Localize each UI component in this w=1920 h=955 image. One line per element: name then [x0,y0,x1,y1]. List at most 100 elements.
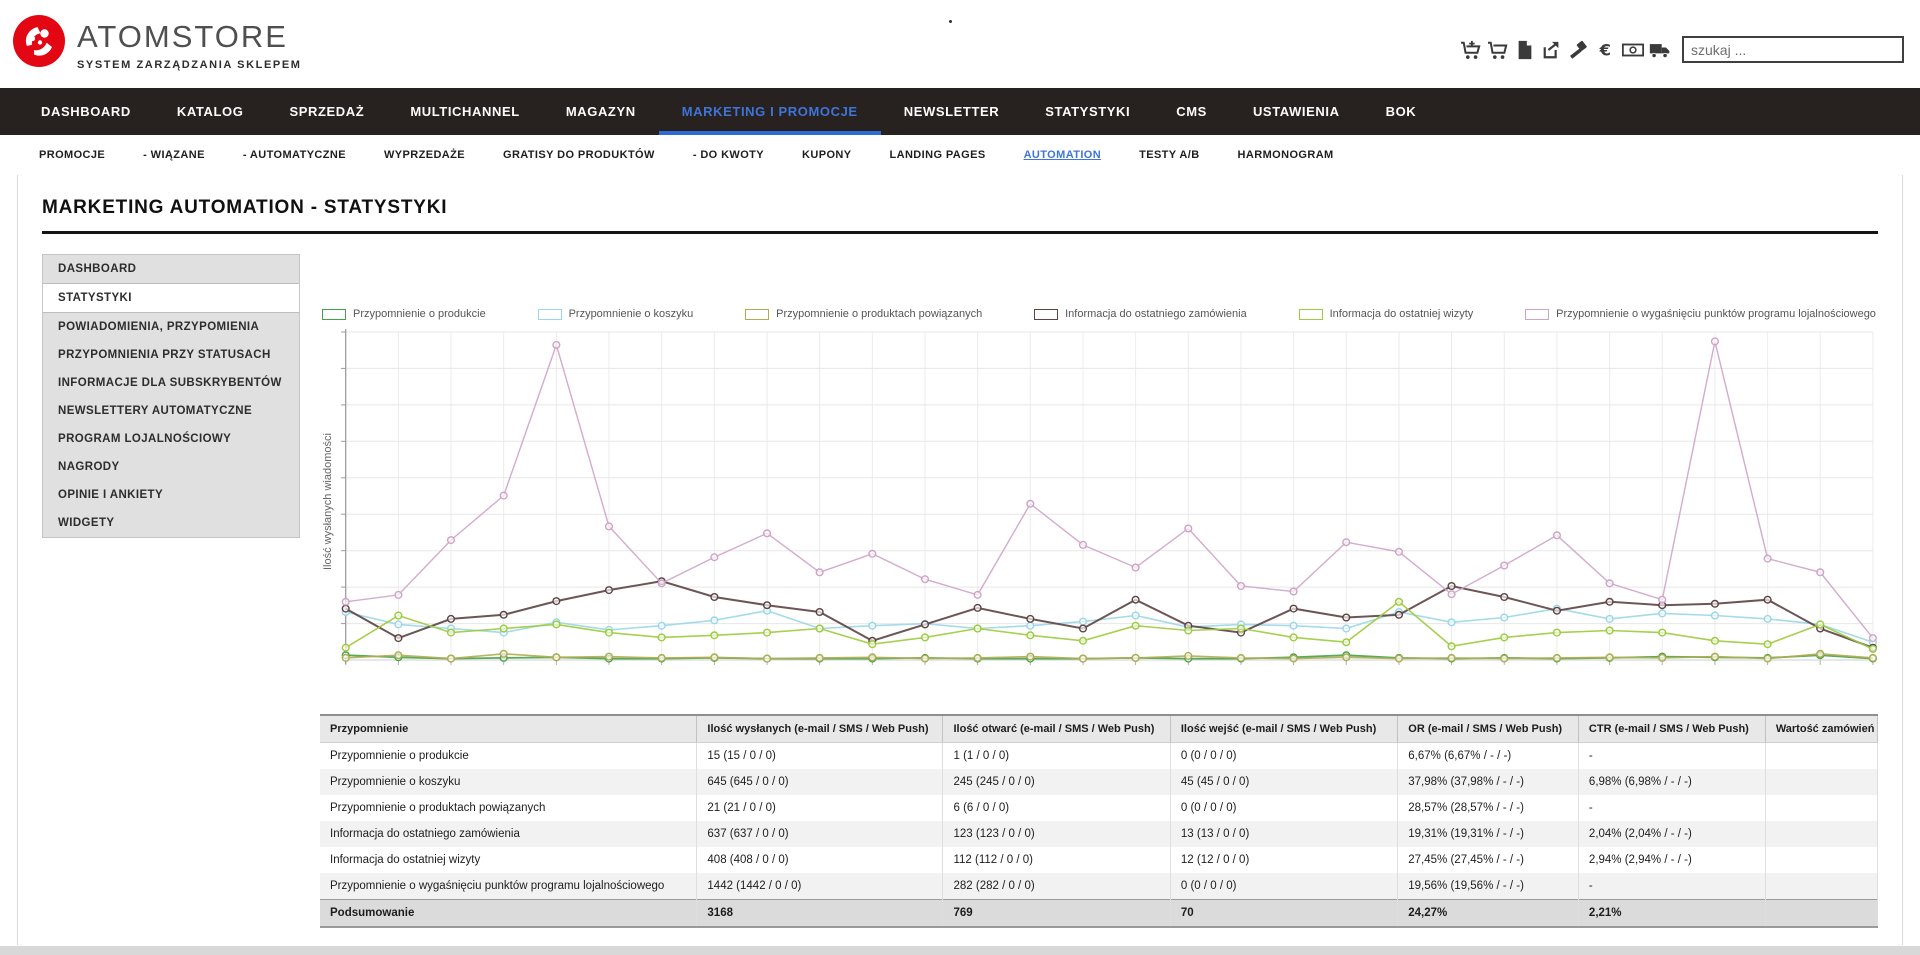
legend-label: Informacja do ostatniej wizyty [1330,308,1474,320]
legend-label: Przypomnienie o wygaśnięciu punktów prog… [1556,308,1876,320]
chart-area: Ilość wysłanych wiadomości [320,326,1878,678]
sidebar-item-newslettery-automatyczne[interactable]: NEWSLETTERY AUTOMATYCZNE [43,397,299,425]
subnav-item-promocje[interactable]: PROMOCJE [20,149,124,161]
table-row: Przypomnienie o produktach powiązanych21… [320,795,1878,821]
table-cell: 45 (45 / 0 / 0) [1170,769,1397,795]
table-cell: Przypomnienie o produkcie [320,743,697,770]
svg-text:€: € [1599,40,1611,59]
sidebar-item-dashboard[interactable]: DASHBOARD [43,255,299,283]
table-cell: 2,04% (2,04% / - / -) [1578,821,1765,847]
subnav-item-automation[interactable]: AUTOMATION [1005,149,1121,161]
table-cell: 6 (6 / 0 / 0) [943,795,1170,821]
legend-label: Przypomnienie o produkcie [353,308,486,320]
nav-item-multichannel[interactable]: MULTICHANNEL [387,88,543,135]
table-cell: 645 (645 / 0 / 0) [697,769,943,795]
table-cell: - [1578,795,1765,821]
table-row: Przypomnienie o produkcie15 (15 / 0 / 0)… [320,743,1878,770]
stats-table: PrzypomnienieIlość wysłanych (e-mail / S… [320,714,1878,928]
truck-icon[interactable] [1648,39,1672,61]
legend-item-informacja-do-ostatniej-wizyty[interactable]: Informacja do ostatniej wizyty [1299,308,1474,320]
table-cell: 37,98% (37,98% / - / -) [1398,769,1579,795]
legend-item-informacja-do-ostatniego-zam-wienia[interactable]: Informacja do ostatniego zamówienia [1034,308,1247,320]
table-cell: 2,94% (2,94% / - / -) [1578,847,1765,873]
table-cell: 70 [1170,900,1397,928]
subnav-item-wi-zane[interactable]: - WIĄZANE [124,149,224,161]
sidebar-item-informacje-dla-subskrybent-w[interactable]: INFORMACJE DLA SUBSKRYBENTÓW [43,369,299,397]
table-cell [1765,769,1877,795]
table-cell: 27,45% (27,45% / - / -) [1398,847,1579,873]
export-icon[interactable] [1540,39,1564,61]
file-icon[interactable] [1513,39,1537,61]
sidebar-item-powiadomienia-przypomienia[interactable]: POWIADOMIENIA, PRZYPOMIENIA [43,313,299,341]
stats-table-head-row: PrzypomnienieIlość wysłanych (e-mail / S… [320,715,1878,743]
nav-item-sprzeda[interactable]: SPRZEDAŻ [266,88,387,135]
subnav-item-do-kwoty[interactable]: - DO KWOTY [674,149,783,161]
header-toolbar: € [1456,36,1904,63]
main-nav: DASHBOARDKATALOGSPRZEDAŻMULTICHANNELMAGA… [0,88,1920,135]
table-row: Informacja do ostatniego zamówienia637 (… [320,821,1878,847]
subnav-item-gratisy-do-produkt-w[interactable]: GRATISY DO PRODUKTÓW [484,149,674,161]
sidebar: DASHBOARDSTATYSTYKIPOWIADOMIENIA, PRZYPO… [42,254,300,538]
subnav-item-harmonogram[interactable]: HARMONOGRAM [1219,149,1353,161]
table-cell: Przypomnienie o koszyku [320,769,697,795]
table-row: Przypomnienie o koszyku645 (645 / 0 / 0)… [320,769,1878,795]
table-cell: 12 (12 / 0 / 0) [1170,847,1397,873]
legend-swatch [1299,309,1323,320]
subnav-item-wyprzeda-e[interactable]: WYPRZEDAŻE [365,149,484,161]
cart-plus-icon[interactable] [1459,39,1483,61]
legend-item-przypomnienie-o-wyga-ni-ciu-punkt-w-programu-lojalno-ciowego[interactable]: Przypomnienie o wygaśnięciu punktów prog… [1525,308,1876,320]
table-cell: 24,27% [1398,900,1579,928]
brand-tagline: SYSTEM ZARZĄDZANIA SKLEPEM [77,59,302,71]
legend-item-przypomnienie-o-produkcie[interactable]: Przypomnienie o produkcie [322,308,486,320]
atomstore-logo[interactable]: ATOMSTORE SYSTEM ZARZĄDZANIA SKLEPEM [13,15,302,71]
table-cell: Informacja do ostatniej wizyty [320,847,697,873]
table-cell: Podsumowanie [320,900,697,928]
legend-swatch [322,309,346,320]
nav-item-cms[interactable]: CMS [1153,88,1230,135]
nav-item-magazyn[interactable]: MAGAZYN [543,88,659,135]
banknote-icon[interactable] [1621,39,1645,61]
main-panel: Przypomnienie o produkciePrzypomnienie o… [320,254,1878,928]
nav-item-ustawienia[interactable]: USTAWIENIA [1230,88,1363,135]
table-cell: 19,31% (19,31% / - / -) [1398,821,1579,847]
sidebar-item-przypomnienia-przy-statusach[interactable]: PRZYPOMNIENIA PRZY STATUSACH [43,341,299,369]
table-cell: 1442 (1442 / 0 / 0) [697,873,943,900]
legend-item-przypomnienie-o-koszyku[interactable]: Przypomnienie o koszyku [538,308,694,320]
line-chart [336,326,1878,678]
sidebar-item-statystyki[interactable]: STATYSTYKI [43,283,299,313]
table-cell: 0 (0 / 0 / 0) [1170,873,1397,900]
table-cell [1765,743,1877,770]
page-title: MARKETING AUTOMATION - STATYSTYKI [42,197,1878,219]
column-header-ilo-wys-anych-e-mail-sms-web-push: Ilość wysłanych (e-mail / SMS / Web Push… [697,715,943,743]
legend-swatch [1525,309,1549,320]
sidebar-item-widgety[interactable]: WIDGETY [43,509,299,537]
table-cell: 28,57% (28,57% / - / -) [1398,795,1579,821]
table-cell: 769 [943,900,1170,928]
sidebar-item-nagrody[interactable]: NAGRODY [43,453,299,481]
brand-name: ATOMSTORE [77,21,302,52]
table-cell [1765,873,1877,900]
subnav-item-kupony[interactable]: KUPONY [783,149,870,161]
nav-item-dashboard[interactable]: DASHBOARD [18,88,154,135]
sidebar-item-opinie-i-ankiety[interactable]: OPINIE I ANKIETY [43,481,299,509]
euro-icon[interactable]: € [1594,39,1618,61]
subnav-item-automatyczne[interactable]: - AUTOMATYCZNE [224,149,365,161]
cart-icon[interactable] [1486,39,1510,61]
nav-item-newsletter[interactable]: NEWSLETTER [881,88,1023,135]
legend-item-przypomnienie-o-produktach-powi-zanych[interactable]: Przypomnienie o produktach powiązanych [745,308,982,320]
column-header-ctr-e-mail-sms-web-push: CTR (e-mail / SMS / Web Push) [1578,715,1765,743]
table-cell [1765,847,1877,873]
legend-label: Przypomnienie o koszyku [569,308,694,320]
sidebar-item-program-lojalno-ciowy[interactable]: PROGRAM LOJALNOŚCIOWY [43,425,299,453]
search-input[interactable] [1682,36,1904,63]
nav-item-katalog[interactable]: KATALOG [154,88,267,135]
app-header: ATOMSTORE SYSTEM ZARZĄDZANIA SKLEPEM € [0,0,1920,88]
subnav-item-testy-a-b[interactable]: TESTY A/B [1120,149,1218,161]
table-cell: 21 (21 / 0 / 0) [697,795,943,821]
table-cell: 2,21% [1578,900,1765,928]
nav-item-statystyki[interactable]: STATYSTYKI [1022,88,1153,135]
nav-item-marketing-i-promocje[interactable]: MARKETING I PROMOCJE [659,88,881,135]
subnav-item-landing-pages[interactable]: LANDING PAGES [871,149,1005,161]
nav-item-bok[interactable]: BOK [1363,88,1440,135]
gavel-icon[interactable] [1567,39,1591,61]
